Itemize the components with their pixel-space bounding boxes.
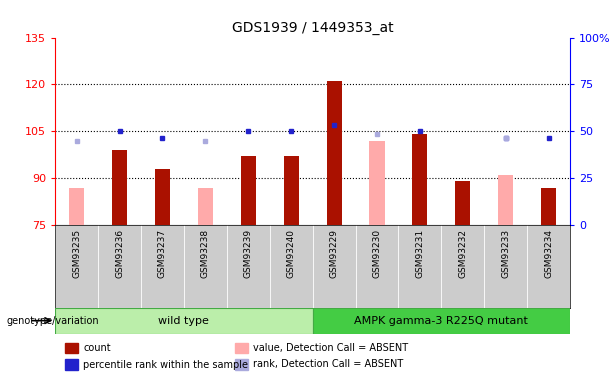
Text: GSM93231: GSM93231 <box>416 229 424 278</box>
Bar <box>413 134 427 225</box>
Text: count: count <box>83 343 111 353</box>
Bar <box>66 343 78 353</box>
Bar <box>155 169 170 225</box>
Bar <box>370 141 384 225</box>
Text: GSM93235: GSM93235 <box>72 229 81 278</box>
Text: wild type: wild type <box>159 316 209 326</box>
Bar <box>235 359 248 370</box>
Bar <box>235 343 248 353</box>
Bar <box>66 359 78 370</box>
Text: GSM93229: GSM93229 <box>330 229 338 278</box>
Bar <box>241 156 256 225</box>
Text: GSM93239: GSM93239 <box>244 229 253 278</box>
Text: GSM93234: GSM93234 <box>544 229 553 278</box>
Text: GSM93238: GSM93238 <box>201 229 210 278</box>
Bar <box>284 156 299 225</box>
Bar <box>541 188 556 225</box>
Bar <box>198 188 213 225</box>
Text: rank, Detection Call = ABSENT: rank, Detection Call = ABSENT <box>253 360 404 369</box>
Text: genotype/variation: genotype/variation <box>6 316 99 326</box>
Bar <box>69 188 84 225</box>
Bar <box>327 81 341 225</box>
Bar <box>55 308 313 334</box>
Text: GSM93233: GSM93233 <box>501 229 510 278</box>
Bar <box>498 175 513 225</box>
Text: percentile rank within the sample: percentile rank within the sample <box>83 360 248 369</box>
Text: GSM93240: GSM93240 <box>287 229 295 278</box>
Text: GSM93230: GSM93230 <box>373 229 381 278</box>
Text: GSM93232: GSM93232 <box>459 229 467 278</box>
Text: GSM93237: GSM93237 <box>158 229 167 278</box>
Title: GDS1939 / 1449353_at: GDS1939 / 1449353_at <box>232 21 394 35</box>
Text: AMPK gamma-3 R225Q mutant: AMPK gamma-3 R225Q mutant <box>354 316 528 326</box>
Bar <box>455 181 470 225</box>
Text: value, Detection Call = ABSENT: value, Detection Call = ABSENT <box>253 343 408 353</box>
Bar <box>112 150 127 225</box>
Bar <box>313 308 570 334</box>
Text: GSM93236: GSM93236 <box>115 229 124 278</box>
